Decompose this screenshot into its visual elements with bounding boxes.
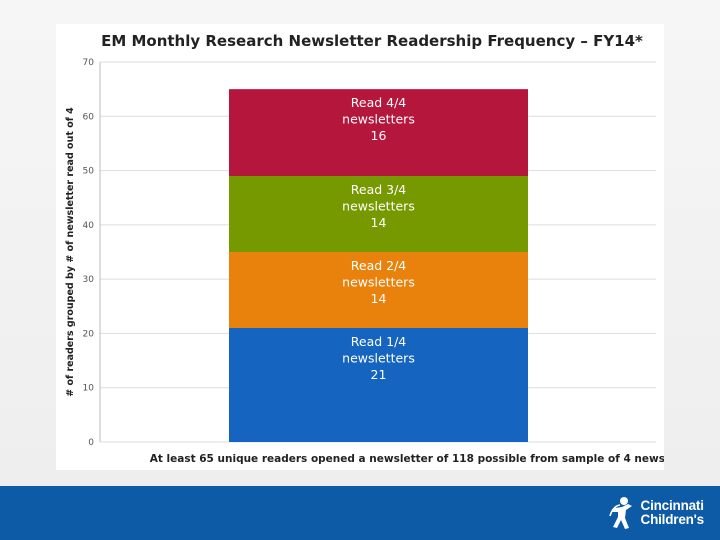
segment-label-read-1-of-4: Read 1/4 newsletters 21 — [342, 334, 415, 382]
segment-label-read-3-of-4: Read 3/4 newsletters 14 — [342, 182, 415, 230]
segment-label-read-2-of-4: Read 2/4 newsletters 14 — [342, 258, 415, 306]
y-tick-label: 30 — [83, 275, 95, 285]
bar-segment-read-3-of-4 — [229, 176, 528, 252]
x-axis-title: At least 65 unique readers opened a news… — [150, 453, 664, 465]
bar-segments — [229, 89, 528, 442]
y-tick-label: 70 — [83, 58, 95, 68]
segment-label-read-4-of-4: Read 4/4 newsletters 16 — [342, 95, 415, 143]
cincinnati-childrens-logo[interactable]: Cincinnati Children's — [607, 495, 704, 531]
segment-labels: Read 1/4 newsletters 21 Read 2/4 newsletters… — [342, 95, 415, 382]
bar-segment-read-1-of-4 — [229, 328, 528, 442]
bar-segment-read-4-of-4 — [229, 89, 528, 176]
y-tick-label: 10 — [83, 384, 95, 394]
logo-wordmark: Cincinnati Children's — [640, 498, 705, 527]
y-axis-title: # of readers grouped by # of newsletter … — [65, 107, 76, 397]
y-tick-labels: 0 10 20 30 40 50 60 70 — [83, 58, 95, 448]
y-tick-label: 60 — [83, 112, 95, 122]
chart-title: EM Monthly Research Newsletter Readershi… — [101, 32, 643, 50]
chart-panel: EM Monthly Research Newsletter Readershi… — [56, 24, 664, 470]
bar-segment-read-2-of-4 — [229, 252, 528, 328]
logo-line-2: Children's — [640, 512, 705, 527]
child-figure-icon — [608, 497, 632, 529]
y-tick-label: 20 — [83, 329, 95, 339]
y-tick-label: 40 — [83, 221, 95, 231]
logo-line-1: Cincinnati — [640, 498, 704, 513]
y-tick-label: 0 — [88, 438, 94, 448]
y-tick-label: 50 — [83, 167, 95, 177]
stacked-bar-chart: EM Monthly Research Newsletter Readershi… — [65, 32, 664, 465]
footer-band: Cincinnati Children's — [0, 486, 720, 540]
